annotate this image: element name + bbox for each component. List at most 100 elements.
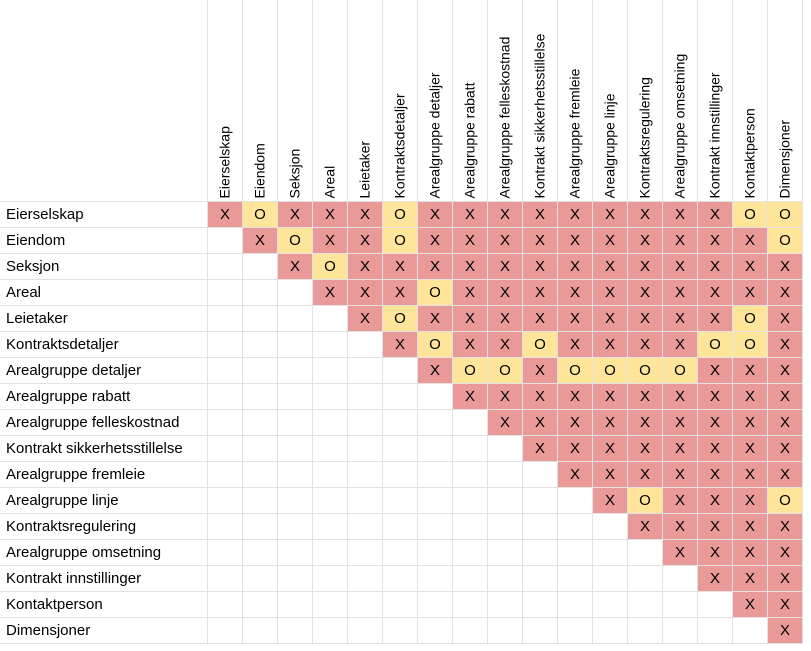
column-header[interactable]: Areal [313, 0, 348, 202]
table-cell[interactable]: X [558, 228, 593, 254]
table-cell[interactable] [733, 618, 768, 644]
table-cell[interactable]: X [628, 280, 663, 306]
table-cell[interactable] [208, 540, 243, 566]
table-cell[interactable]: O [663, 358, 698, 384]
table-cell[interactable]: X [488, 254, 523, 280]
table-cell[interactable]: X [733, 384, 768, 410]
table-cell[interactable] [488, 514, 523, 540]
table-cell[interactable] [313, 462, 348, 488]
table-cell[interactable]: O [733, 306, 768, 332]
table-cell[interactable] [348, 488, 383, 514]
table-cell[interactable] [418, 436, 453, 462]
table-cell[interactable] [278, 540, 313, 566]
table-cell[interactable]: O [593, 358, 628, 384]
table-cell[interactable] [208, 514, 243, 540]
table-cell[interactable]: X [453, 280, 488, 306]
table-cell[interactable]: X [453, 228, 488, 254]
table-cell[interactable]: X [593, 280, 628, 306]
row-header[interactable]: Arealgruppe omsetning [0, 540, 208, 566]
table-cell[interactable]: X [453, 384, 488, 410]
column-header[interactable]: Kontraktsregulering [628, 0, 663, 202]
table-cell[interactable] [453, 592, 488, 618]
table-cell[interactable] [208, 618, 243, 644]
table-cell[interactable] [243, 254, 278, 280]
table-cell[interactable] [453, 462, 488, 488]
row-header[interactable]: Seksjon [0, 254, 208, 280]
table-cell[interactable] [243, 462, 278, 488]
table-cell[interactable] [208, 462, 243, 488]
table-cell[interactable]: X [488, 384, 523, 410]
table-cell[interactable] [313, 618, 348, 644]
row-header[interactable]: Areal [0, 280, 208, 306]
table-cell[interactable] [243, 384, 278, 410]
table-cell[interactable] [278, 306, 313, 332]
table-cell[interactable]: X [698, 566, 733, 592]
table-cell[interactable] [208, 566, 243, 592]
table-cell[interactable] [383, 410, 418, 436]
row-header[interactable]: Kontrakt innstillinger [0, 566, 208, 592]
table-cell[interactable] [593, 592, 628, 618]
table-cell[interactable] [243, 332, 278, 358]
table-cell[interactable] [313, 540, 348, 566]
table-cell[interactable]: X [523, 410, 558, 436]
table-cell[interactable]: X [768, 540, 803, 566]
table-cell[interactable] [208, 410, 243, 436]
row-header[interactable]: Kontaktperson [0, 592, 208, 618]
table-cell[interactable]: X [768, 462, 803, 488]
table-cell[interactable] [208, 254, 243, 280]
table-cell[interactable]: X [663, 332, 698, 358]
table-cell[interactable]: O [243, 202, 278, 228]
table-cell[interactable] [453, 514, 488, 540]
table-cell[interactable]: O [768, 488, 803, 514]
table-cell[interactable]: X [523, 306, 558, 332]
table-cell[interactable]: X [593, 332, 628, 358]
table-cell[interactable] [208, 228, 243, 254]
table-cell[interactable] [278, 566, 313, 592]
table-cell[interactable]: X [663, 280, 698, 306]
table-cell[interactable] [348, 540, 383, 566]
table-cell[interactable] [278, 618, 313, 644]
table-cell[interactable] [278, 488, 313, 514]
table-cell[interactable]: X [523, 384, 558, 410]
row-header[interactable]: Kontraktsdetaljer [0, 332, 208, 358]
table-cell[interactable]: X [698, 384, 733, 410]
table-cell[interactable] [558, 618, 593, 644]
table-cell[interactable]: X [558, 280, 593, 306]
table-cell[interactable] [488, 462, 523, 488]
table-cell[interactable] [278, 280, 313, 306]
column-header[interactable]: Kontrakt innstillinger [698, 0, 733, 202]
table-cell[interactable] [313, 332, 348, 358]
table-cell[interactable] [663, 592, 698, 618]
table-cell[interactable]: X [523, 202, 558, 228]
table-cell[interactable]: X [488, 228, 523, 254]
table-cell[interactable] [383, 436, 418, 462]
row-header[interactable]: Eierselskap [0, 202, 208, 228]
table-cell[interactable] [698, 592, 733, 618]
table-cell[interactable]: X [558, 254, 593, 280]
table-cell[interactable] [593, 566, 628, 592]
table-cell[interactable]: X [313, 280, 348, 306]
table-cell[interactable]: X [698, 410, 733, 436]
table-cell[interactable] [593, 618, 628, 644]
table-cell[interactable] [418, 514, 453, 540]
table-cell[interactable]: X [628, 384, 663, 410]
column-header[interactable]: Arealgruppe detaljer [418, 0, 453, 202]
table-cell[interactable]: X [628, 462, 663, 488]
row-header[interactable]: Leietaker [0, 306, 208, 332]
table-cell[interactable] [628, 618, 663, 644]
table-cell[interactable]: X [628, 254, 663, 280]
table-cell[interactable] [383, 462, 418, 488]
table-cell[interactable]: O [313, 254, 348, 280]
table-cell[interactable]: X [523, 228, 558, 254]
table-cell[interactable]: X [593, 306, 628, 332]
table-cell[interactable] [313, 592, 348, 618]
table-cell[interactable]: X [558, 410, 593, 436]
table-cell[interactable]: X [593, 410, 628, 436]
table-cell[interactable]: X [593, 254, 628, 280]
row-header[interactable]: Arealgruppe detaljer [0, 358, 208, 384]
table-cell[interactable] [383, 618, 418, 644]
table-cell[interactable]: X [488, 306, 523, 332]
table-cell[interactable]: X [313, 202, 348, 228]
column-header[interactable]: Kontaktperson [733, 0, 768, 202]
table-cell[interactable]: O [733, 202, 768, 228]
